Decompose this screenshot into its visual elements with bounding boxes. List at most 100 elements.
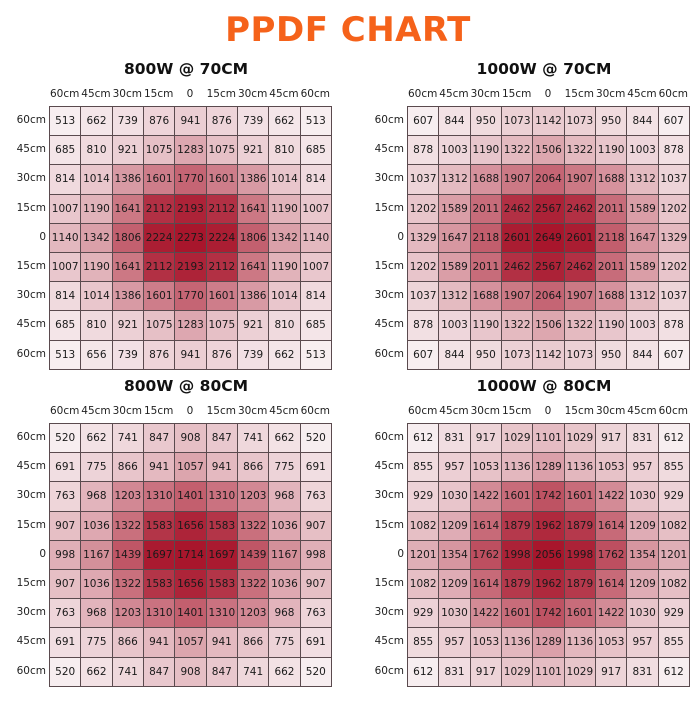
- heatmap-cell: 810: [81, 136, 113, 166]
- heatmap-cell: 1167: [269, 540, 301, 570]
- row-label: 30cm: [16, 606, 46, 619]
- heatmap-cell: 1014: [81, 165, 113, 195]
- heatmap-cell: 607: [658, 340, 690, 370]
- heatmap-cell: 2112: [206, 194, 238, 224]
- heatmap-cell: 1614: [470, 569, 502, 600]
- column-labels: 60cm 45cm 30cm 15cm 0 15cm 30cm 45cm 60cm: [49, 405, 331, 421]
- heatmap-cell: 1322: [564, 311, 596, 341]
- heatmap-cell: 513: [300, 340, 332, 370]
- heatmap-cell: 1601: [501, 599, 534, 629]
- heatmap-cell: 2462: [501, 194, 534, 224]
- row-label: 15cm: [374, 577, 404, 589]
- heatmap-cell: 1806: [237, 223, 270, 253]
- heatmap-cell: 1907: [501, 282, 534, 312]
- row-label: 45cm: [374, 460, 404, 473]
- heatmap-cell: 917: [595, 657, 628, 687]
- row-label: 60cm: [16, 664, 46, 677]
- heatmap-cell: 1073: [501, 340, 534, 370]
- heatmap-cell: 831: [439, 657, 471, 687]
- heatmap-cell: 876: [206, 340, 238, 370]
- heatmap-cell: 1202: [658, 194, 690, 224]
- heatmap-cell: 691: [50, 453, 82, 483]
- heatmap-cell: 520: [50, 657, 82, 687]
- heatmap-cell: 855: [658, 628, 690, 658]
- column-label: 30cm: [595, 405, 626, 417]
- row-label: 60cm: [374, 114, 404, 126]
- heatmap-cell: 662: [81, 424, 113, 454]
- column-label: 45cm: [269, 405, 299, 417]
- heatmap-cell: 1806: [112, 223, 144, 253]
- heatmap-cell: 1614: [595, 569, 628, 600]
- column-label: 0: [544, 88, 552, 100]
- column-label: 60cm: [658, 88, 688, 100]
- heatmap-cell: 656: [81, 340, 113, 370]
- heatmap-cell: 1322: [501, 311, 534, 341]
- heatmap-cell: 691: [300, 453, 332, 483]
- row-label: 0: [39, 230, 46, 243]
- row-label: 45cm: [16, 635, 46, 648]
- column-label: 15cm: [143, 88, 174, 100]
- heatmap-cell: 1422: [470, 599, 502, 629]
- heatmap-cell: 685: [50, 311, 82, 341]
- column-labels: 60cm 45cm 30cm 15cm 0 15cm 30cm 45cm 60cm: [49, 88, 331, 104]
- heatmap-cell: 847: [143, 424, 176, 454]
- heatmap-cell: 908: [175, 657, 207, 687]
- heatmap-cell: 1647: [439, 223, 471, 253]
- row-label: 30cm: [16, 172, 46, 185]
- heatmap-cell: 1030: [627, 599, 659, 629]
- heatmap-cell: 1601: [564, 482, 596, 512]
- heatmap-cell: 907: [300, 569, 332, 600]
- heatmap-cell: 941: [206, 453, 238, 483]
- heatmap-cell: 1203: [237, 599, 270, 629]
- heatmap-cell: 1007: [300, 194, 332, 224]
- row-label: 45cm: [374, 143, 404, 156]
- heatmap-cell: 1136: [564, 453, 596, 483]
- column-label: 15cm: [564, 405, 594, 417]
- heatmap-grid: 612 831 917 1029 1101 1029 917 831 612 855 957 1053…: [407, 423, 690, 687]
- heatmap-cell: 2567: [533, 194, 565, 224]
- heatmap-cell: 1007: [50, 252, 82, 283]
- row-label: 15cm: [16, 577, 46, 589]
- heatmap-cell: 1075: [206, 136, 238, 166]
- heatmap-cell: 775: [269, 453, 301, 483]
- column-label: 45cm: [81, 88, 111, 100]
- heatmap-cell: 520: [300, 424, 332, 454]
- row-label: 15cm: [16, 260, 46, 272]
- heatmap-cell: 741: [237, 657, 270, 687]
- heatmap-cell: 741: [112, 424, 144, 454]
- heatmap-cell: 941: [175, 340, 207, 370]
- heatmap-cell: 2011: [595, 194, 628, 224]
- heatmap-cell: 1036: [81, 569, 113, 600]
- heatmap-cell: 844: [627, 107, 659, 137]
- heatmap-cell: 866: [112, 453, 144, 483]
- heatmap-cell: 1583: [143, 511, 176, 541]
- heatmap-cell: 950: [595, 340, 628, 370]
- column-label: 60cm: [300, 405, 330, 417]
- heatmap-grid: 520 662 741 847 908 847 741 662 520 691 775 866 941 1…: [49, 423, 332, 687]
- column-labels: 60cm 45cm 30cm 15cm 0 15cm 30cm 45cm 60cm: [407, 88, 689, 104]
- heatmap-cell: 855: [408, 628, 440, 658]
- column-label: 45cm: [269, 88, 299, 100]
- heatmap-cell: 1036: [269, 569, 301, 600]
- heatmap-cell: 844: [627, 340, 659, 370]
- column-label: 30cm: [595, 88, 626, 100]
- heatmap-cell: 1082: [408, 511, 440, 541]
- heatmap-cell: 1082: [658, 569, 690, 600]
- heatmap-cell: 1136: [501, 628, 534, 658]
- heatmap-cell: 2112: [143, 252, 176, 283]
- heatmap-cell: 1342: [81, 223, 113, 253]
- heatmap-cell: 1037: [658, 282, 690, 312]
- row-label: 60cm: [374, 431, 404, 443]
- heatmap-cell: 607: [408, 340, 440, 370]
- heatmap-cell: 941: [143, 628, 176, 658]
- heatmap-cell: 513: [50, 107, 82, 137]
- heatmap-cell: 1030: [627, 482, 659, 512]
- row-label: 0: [397, 230, 404, 243]
- heatmap-cell: 847: [206, 657, 238, 687]
- heatmap-cell: 1589: [627, 252, 659, 283]
- heatmap-cell: 1136: [564, 628, 596, 658]
- heatmap-cell: 1289: [533, 453, 565, 483]
- heatmap-cell: 847: [143, 657, 176, 687]
- heatmap-cell: 1614: [595, 511, 628, 541]
- heatmap-cell: 612: [658, 424, 690, 454]
